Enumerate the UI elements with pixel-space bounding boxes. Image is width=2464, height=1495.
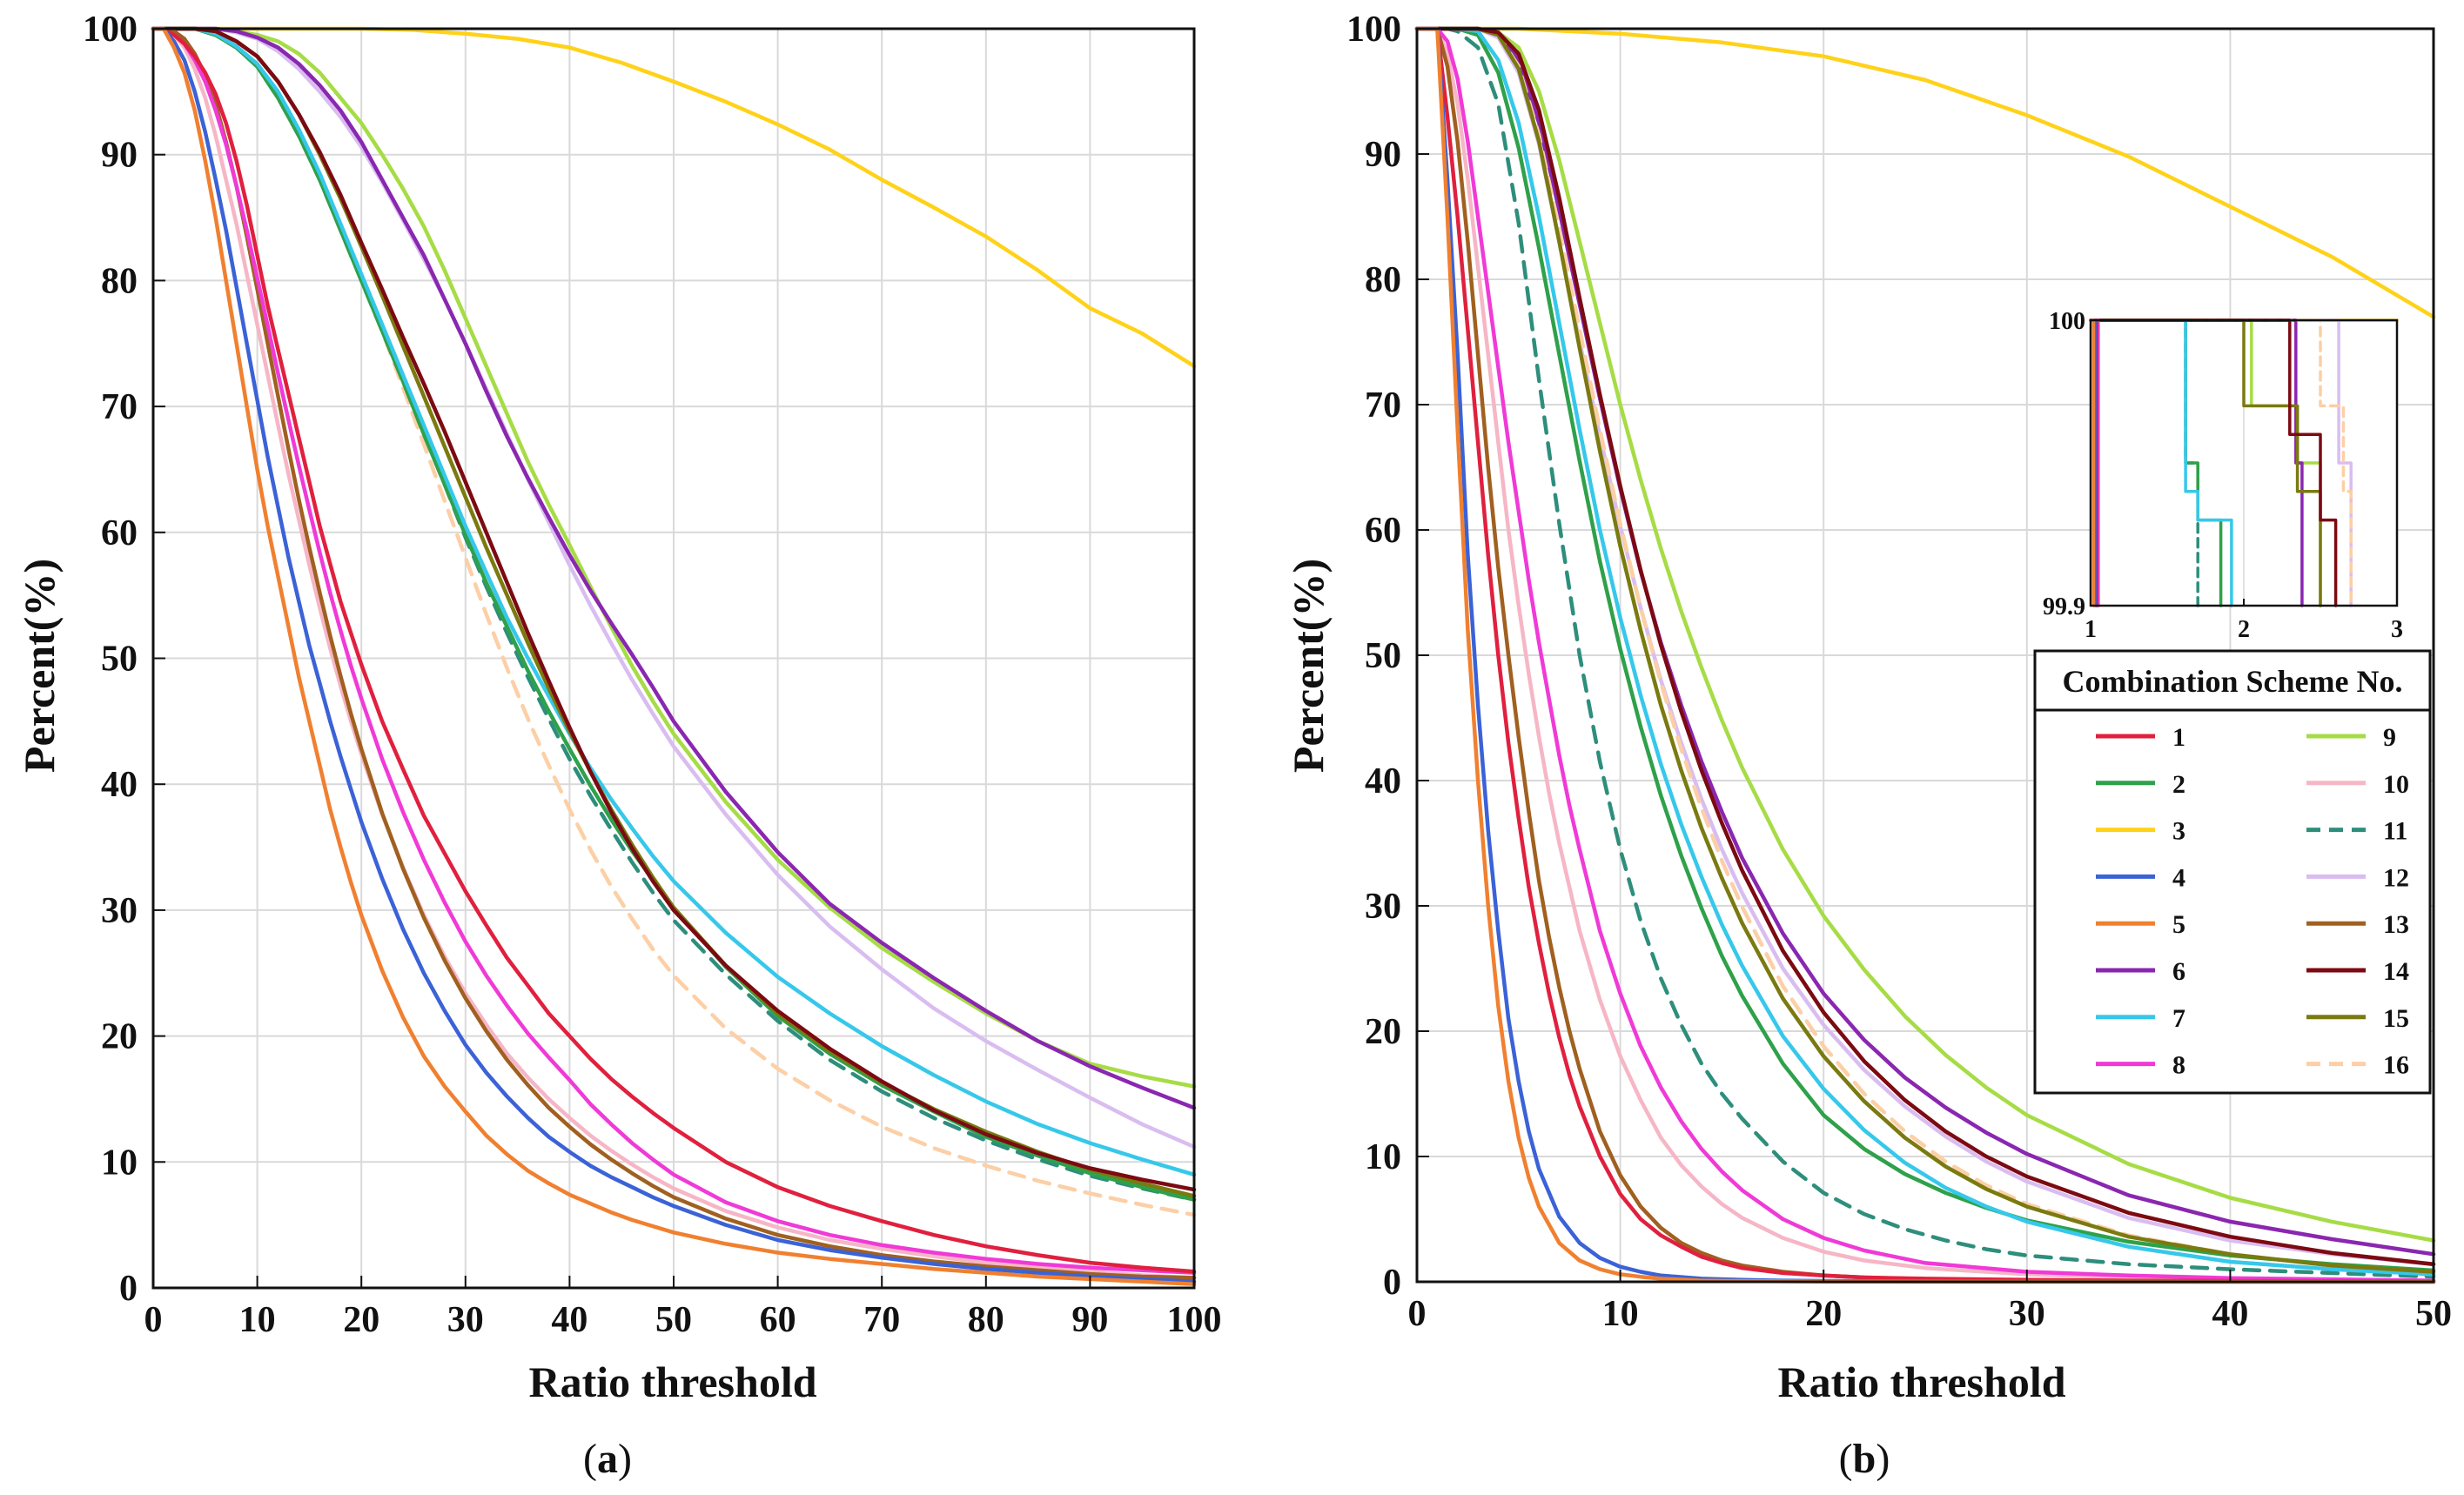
panel-a-ytick-label: 10: [101, 1143, 138, 1183]
panel-b-ytick-label: 0: [1383, 1263, 1401, 1303]
panel-b-ytick-label: 80: [1365, 260, 1401, 300]
legend-label-7: 7: [2172, 1004, 2185, 1033]
legend-label-10: 10: [2383, 770, 2409, 799]
panel-b-xtick-label: 0: [1408, 1294, 1427, 1334]
panel-b-series-1: [1414, 26, 2436, 1284]
panel-b-ytick-label: 60: [1365, 511, 1401, 551]
panel-a-xtick-label: 10: [239, 1300, 276, 1340]
legend-label-1: 1: [2172, 723, 2185, 752]
panel-b-series: [1414, 26, 2436, 1284]
panel-b-series-6: [1414, 26, 2436, 1257]
panel-b-ticks: 0 10 20 30 40 50 0 10 20 30 40 50 60 70 80 90 100: [1346, 10, 2452, 1334]
legend-label-15: 15: [2383, 1004, 2409, 1033]
legend-label-16: 16: [2383, 1051, 2409, 1080]
panel-b-series-11: [1414, 26, 2436, 1279]
panel-b-series-3: [1414, 26, 2436, 319]
panel-a-series-14: [151, 26, 1197, 1192]
panel-a-ytick-label: 20: [101, 1017, 138, 1057]
panel-b-xtick-label: 20: [1805, 1294, 1842, 1334]
panel-b-xtick-label: 30: [2009, 1294, 2045, 1334]
legend-label-6: 6: [2172, 957, 2185, 986]
panel-b-xtick-label: 50: [2415, 1294, 2452, 1334]
panel-b-inset-chart: 1 2 3 99.9 100: [2043, 308, 2403, 643]
panel-a-xtick-label: 50: [655, 1300, 692, 1340]
panel-a-x-axis-title: Ratio threshold: [528, 1358, 816, 1406]
panel-b-series-15: [1414, 26, 2436, 1274]
legend-box: [2033, 649, 2432, 1095]
panel-a-series-1: [151, 26, 1197, 1274]
panel-a-xtick-label: 0: [144, 1300, 163, 1340]
legend: Combination Scheme No. 12345678910111213…: [2033, 649, 2432, 1095]
panel-a-y-axis-title: Percent(%): [15, 559, 64, 773]
panel-a-ytick-label: 60: [101, 513, 138, 553]
panel-a-ytick-label: 90: [101, 136, 138, 176]
panel-a-series-2: [151, 26, 1197, 1202]
legend-label-13: 13: [2383, 910, 2409, 939]
legend-label-9: 9: [2383, 723, 2396, 752]
panel-a-series-9: [151, 26, 1197, 1089]
panel-a-series: [151, 26, 1197, 1286]
panel-b-xtick-label: 40: [2212, 1294, 2248, 1334]
panel-b-ytick-label: 30: [1365, 887, 1401, 927]
panel-b-series-8: [1414, 26, 2436, 1283]
panel-a-series-6: [151, 26, 1197, 1110]
legend-label-5: 5: [2172, 910, 2185, 939]
legend-label-4: 4: [2172, 863, 2185, 892]
panel-b-ytick-label: 10: [1365, 1137, 1401, 1177]
panel-a-xtick-label: 40: [551, 1300, 587, 1340]
panel-b-y-axis-title: Percent(%): [1284, 559, 1333, 773]
panel-b-x-axis-title: Ratio threshold: [1777, 1358, 2065, 1406]
panel-b-inset-ytick-label: 100: [2049, 308, 2085, 335]
legend-label-3: 3: [2172, 817, 2185, 846]
legend-title: Combination Scheme No.: [2062, 664, 2402, 699]
panel-b-series-14: [1414, 26, 2436, 1267]
panel-a-label: (a): [583, 1436, 632, 1482]
panel-b-xtick-label: 10: [1602, 1294, 1639, 1334]
panel-a-xtick-label: 30: [447, 1300, 484, 1340]
panel-a-ytick-label: 70: [101, 387, 138, 427]
panel-b-ytick-label: 40: [1365, 761, 1401, 801]
panel-a-series-8: [151, 26, 1197, 1275]
panel-b-series-9: [1414, 26, 2436, 1243]
panel-b-ytick-label: 90: [1365, 135, 1401, 175]
panel-a-xtick-label: 20: [343, 1300, 379, 1340]
panel-a-ticks: 0 10 20 30 40 50 60 70 80 90 100 0 10 20 30 40 50 60 70 80 9…: [83, 10, 1222, 1340]
panel-b-ytick-label: 100: [1346, 10, 1401, 50]
panel-b-ytick-label: 50: [1365, 636, 1401, 676]
panel-b-ytick-label: 20: [1365, 1012, 1401, 1052]
panel-b-series-10: [1414, 26, 2436, 1284]
panel-b-inset-ytick-label: 99.9: [2043, 593, 2085, 620]
panel-b-inset-xtick-label: 1: [2085, 616, 2097, 643]
panel-a-xtick-label: 70: [863, 1300, 900, 1340]
panel-b-inset-ticks: 1 2 3 99.9 100: [2043, 308, 2403, 643]
panel-b-inset-xtick-label: 2: [2238, 616, 2250, 643]
panel-a-ytick-label: 80: [101, 261, 138, 301]
panel-b-label: (b): [1839, 1436, 1890, 1482]
panel-b-inset-xtick-label: 3: [2391, 616, 2403, 643]
legend-label-11: 11: [2383, 817, 2407, 846]
panel-b-series-7: [1414, 26, 2436, 1277]
panel-a-series-4: [151, 26, 1197, 1284]
panel-a-ytick-label: 40: [101, 765, 138, 805]
panel-a-series-5: [151, 26, 1197, 1286]
legend-label-2: 2: [2172, 770, 2185, 799]
panel-a-series-7: [151, 26, 1197, 1177]
legend-label-12: 12: [2383, 863, 2409, 892]
legend-label-14: 14: [2383, 957, 2409, 986]
panel-a-xtick-label: 90: [1071, 1300, 1108, 1340]
panel-a-xtick-label: 100: [1167, 1300, 1222, 1340]
panel-a-ytick-label: 100: [83, 10, 138, 50]
panel-a-xtick-label: 80: [968, 1300, 1004, 1340]
legend-label-8: 8: [2172, 1051, 2185, 1080]
panel-b-ytick-label: 70: [1365, 385, 1401, 426]
panel-a-ytick-label: 30: [101, 891, 138, 931]
panel-a-ytick-label: 0: [119, 1269, 138, 1309]
panel-a-xtick-label: 60: [760, 1300, 796, 1340]
panel-a-chart: 0 10 20 30 40 50 60 70 80 90 100 0 10 20 30 40 50 60 70 80 9…: [15, 10, 1222, 1482]
panel-a-ytick-label: 50: [101, 640, 138, 680]
